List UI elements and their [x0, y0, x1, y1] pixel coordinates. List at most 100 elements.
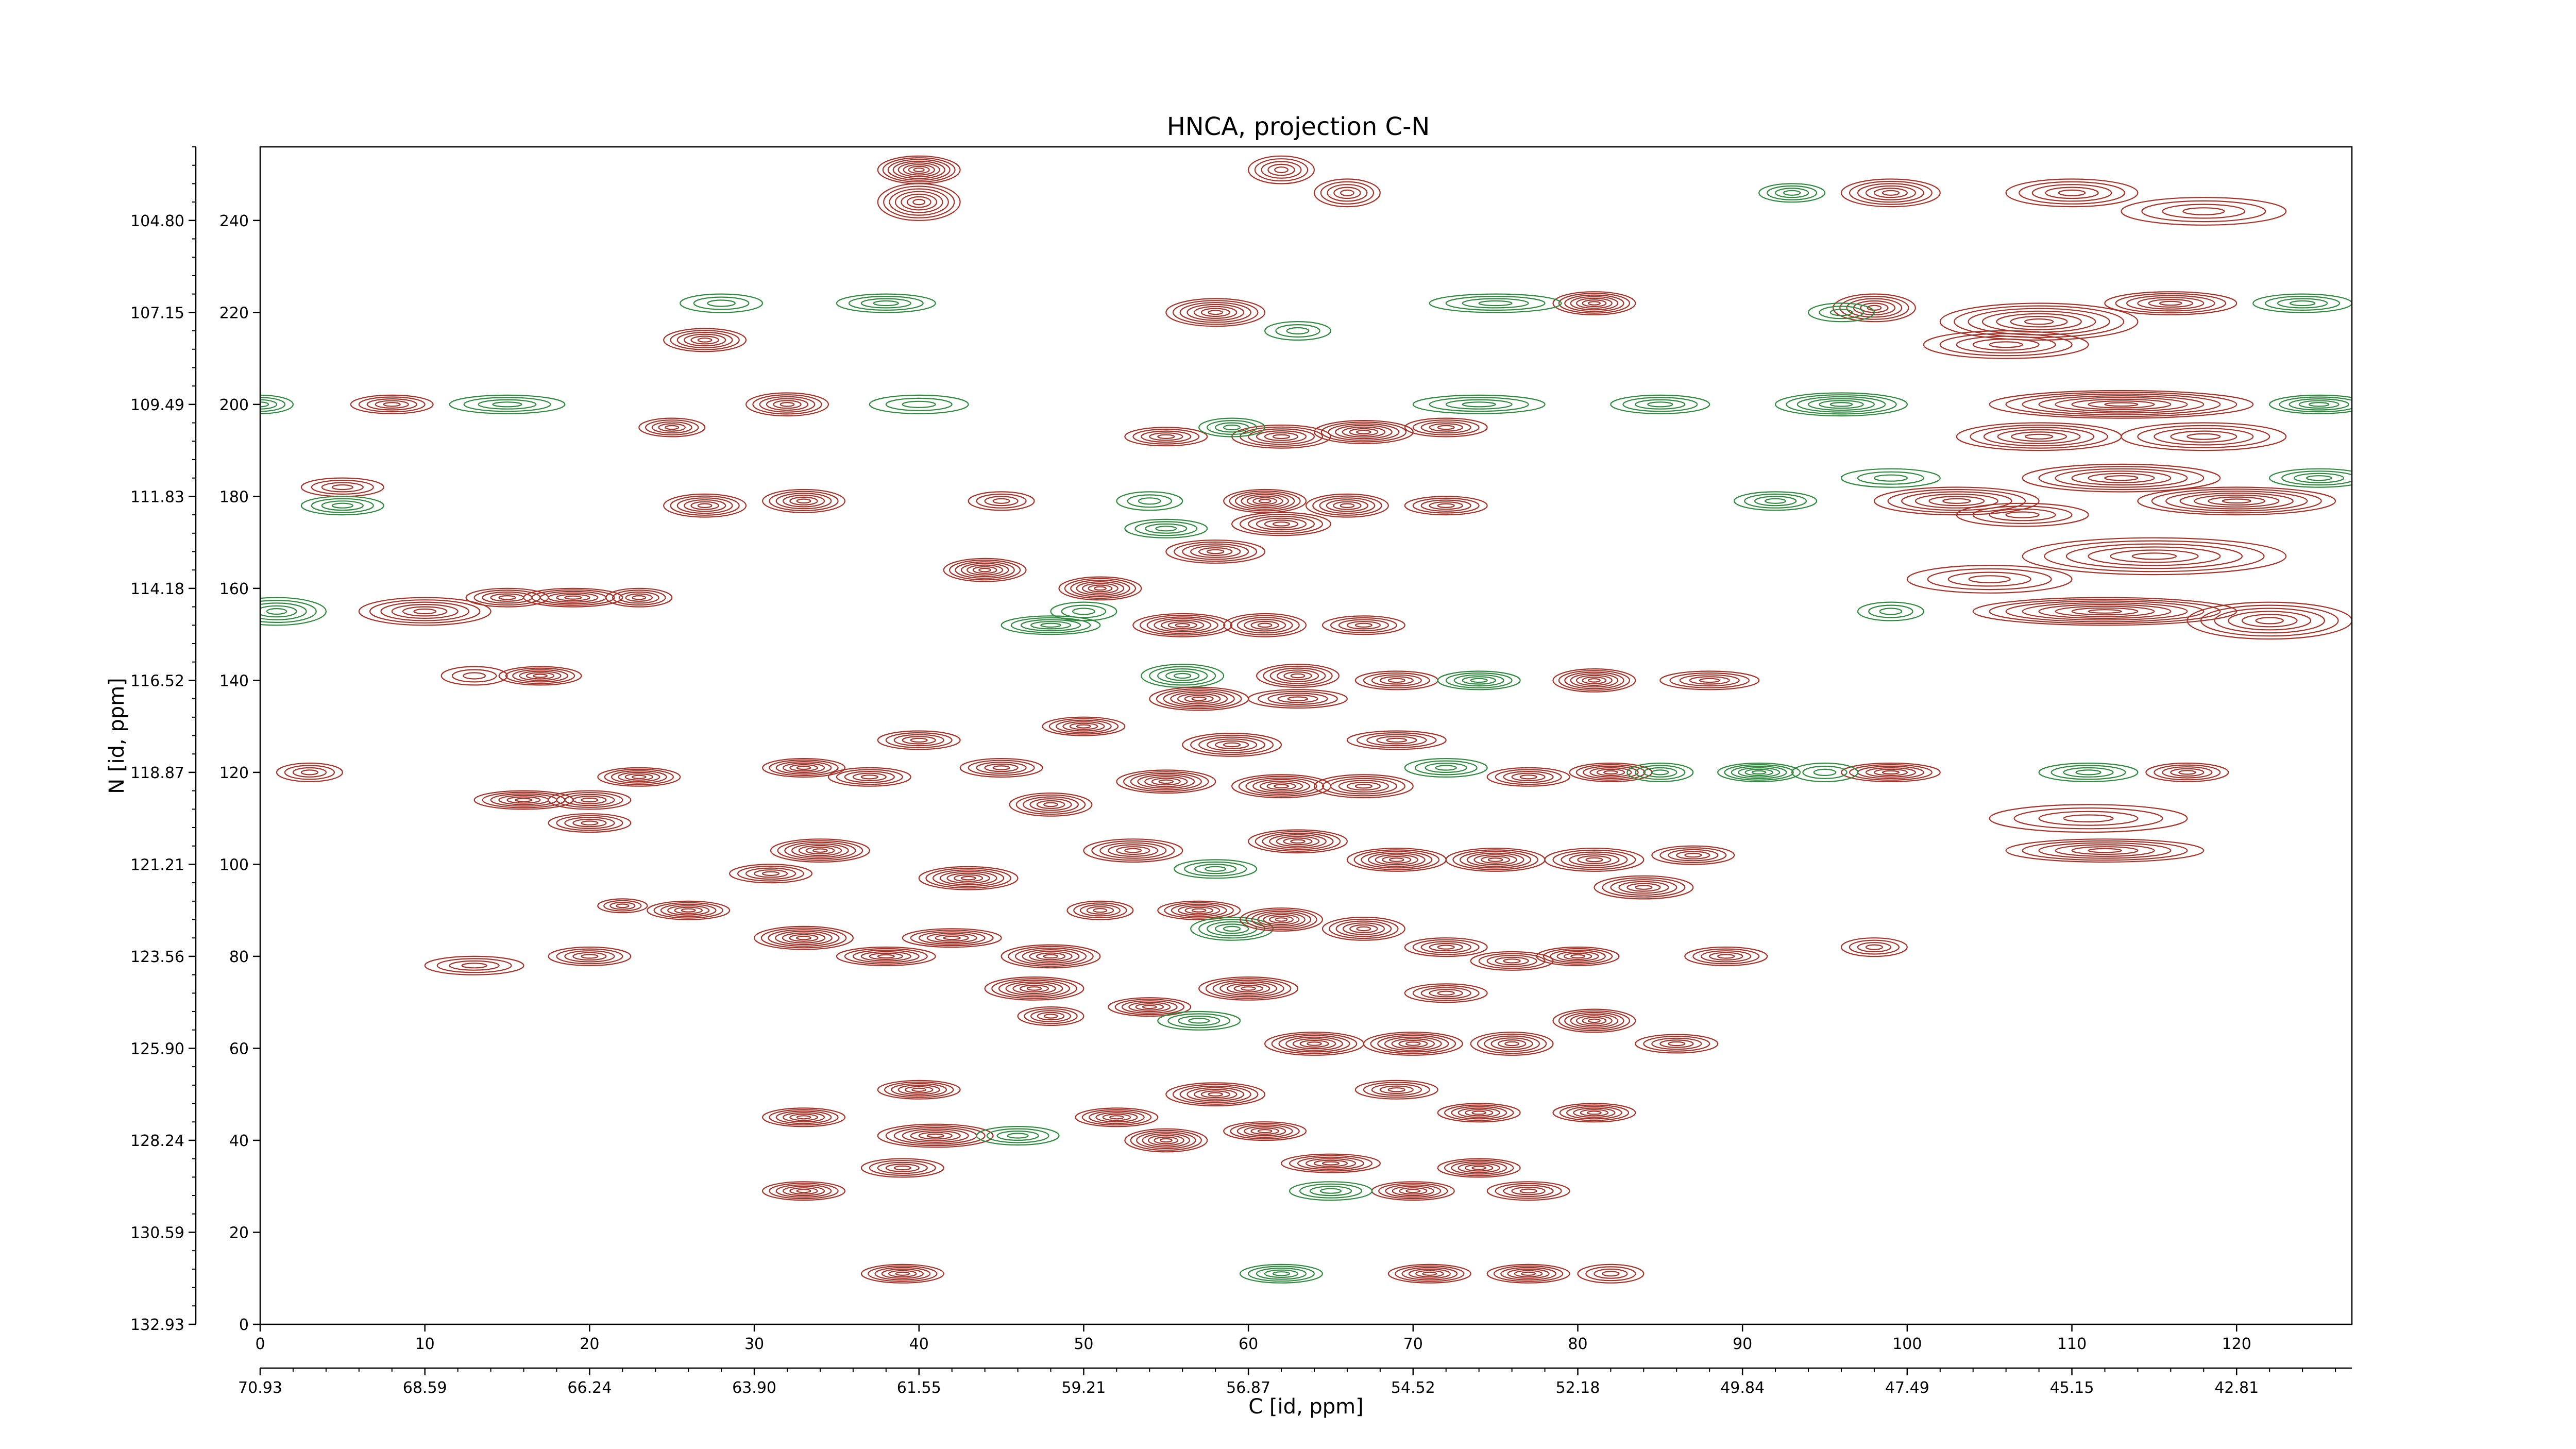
contour-level — [1330, 778, 1397, 795]
contour-peak — [836, 293, 936, 313]
contour-level — [877, 730, 961, 750]
contour-level — [1187, 304, 1245, 321]
contour-level — [1252, 779, 1310, 794]
contour-peak — [1017, 1006, 1084, 1026]
contour-peak — [1989, 804, 2188, 833]
contour-level — [436, 958, 512, 973]
contour-level — [1412, 985, 1480, 1001]
contour-level — [1248, 155, 1315, 184]
contour-peak — [1840, 178, 1941, 208]
contour-level — [1873, 474, 1908, 482]
contour-level — [2005, 178, 2139, 208]
contour-level — [1257, 622, 1273, 628]
contour-level — [1947, 571, 2031, 587]
contour-peak — [1223, 488, 1307, 513]
contour-level — [1566, 1106, 1622, 1120]
contour-level — [1570, 296, 1619, 311]
contour-level — [902, 928, 1002, 948]
contour-level — [690, 335, 719, 345]
contour-level — [1286, 327, 1310, 335]
contour-level — [683, 499, 726, 512]
contour-level — [473, 589, 541, 606]
x-ppm-tick-label: 49.84 — [1720, 1379, 1765, 1397]
contour-level — [1178, 1015, 1221, 1026]
contour-level — [1272, 434, 1291, 440]
contour-peak — [1132, 613, 1233, 637]
contour-level — [1215, 422, 1249, 433]
contour-level — [1435, 765, 1457, 771]
contour-level — [779, 401, 795, 407]
contour-level — [1061, 604, 1107, 618]
y-ppm-tick-label: 107.15 — [130, 304, 184, 322]
contour-level — [1250, 620, 1279, 630]
contour-level — [556, 815, 623, 831]
contour-level — [1223, 1121, 1307, 1141]
contour-level — [647, 900, 731, 920]
contour-level — [1972, 338, 2040, 351]
contour-level — [505, 667, 575, 684]
contour-level — [2055, 397, 2188, 412]
contour-level — [1458, 1107, 1500, 1118]
contour-peak — [260, 597, 327, 626]
contour-level — [1340, 503, 1355, 509]
contour-level — [955, 561, 1015, 579]
x-tick-label: 50 — [1074, 1335, 1093, 1353]
contour-level — [1138, 497, 1161, 505]
contour-level — [1573, 1107, 1616, 1118]
y-tick-label: 180 — [219, 488, 249, 506]
contour-level — [1659, 1039, 1694, 1048]
contour-level — [1429, 989, 1463, 998]
contour-peak — [1552, 1008, 1636, 1033]
contour-level — [761, 1107, 845, 1127]
contour-level — [506, 796, 541, 804]
contour-level — [1791, 762, 1859, 782]
contour-level — [461, 963, 487, 969]
contour-level — [1042, 716, 1126, 736]
contour-level — [1320, 181, 1375, 205]
contour-level — [1939, 302, 2139, 341]
contour-level — [2022, 463, 2221, 493]
contour-level — [638, 417, 706, 437]
contour-peak — [1437, 1158, 1521, 1178]
contour-level — [1009, 792, 1093, 817]
contour-level — [1328, 423, 1400, 441]
contour-level — [1136, 1132, 1196, 1150]
contour-level — [1187, 1087, 1245, 1102]
contour-level — [860, 1263, 944, 1284]
contour-level — [1684, 852, 1702, 858]
contour-level — [2290, 300, 2316, 307]
contour-peak — [1050, 601, 1117, 621]
contour-level — [1840, 762, 1941, 782]
contour-level — [413, 608, 437, 615]
contour-peak — [680, 293, 764, 313]
contour-level — [663, 493, 747, 518]
contour-level — [1669, 672, 1750, 688]
y-ppm-tick-label: 104.80 — [130, 212, 184, 230]
contour-level — [1305, 493, 1389, 518]
contour-level — [1313, 774, 1414, 799]
contour-level — [2115, 293, 2226, 314]
contour-level — [1342, 426, 1386, 438]
contour-level — [2265, 295, 2341, 311]
contour-level — [1425, 762, 1467, 773]
contour-level — [1767, 185, 1818, 200]
contour-level — [789, 1114, 818, 1121]
contour-level — [1802, 765, 1848, 779]
contour-peak — [745, 392, 829, 417]
contour-level — [939, 871, 997, 886]
contour-peak — [1066, 900, 1134, 920]
contour-level — [1970, 424, 2108, 449]
contour-peak — [1198, 417, 1266, 437]
contour-level — [868, 1265, 938, 1282]
contour-level — [2038, 811, 2139, 826]
contour-level — [2252, 293, 2352, 313]
contour-level — [946, 872, 990, 884]
contour-peak — [1594, 875, 1694, 900]
contour-level — [1198, 417, 1266, 437]
contour-peak — [2145, 762, 2229, 782]
contour-level — [1108, 997, 1192, 1017]
contour-level — [1954, 305, 2125, 338]
contour-level — [1586, 1110, 1602, 1115]
contour-level — [888, 1270, 917, 1277]
contour-level — [761, 757, 845, 778]
